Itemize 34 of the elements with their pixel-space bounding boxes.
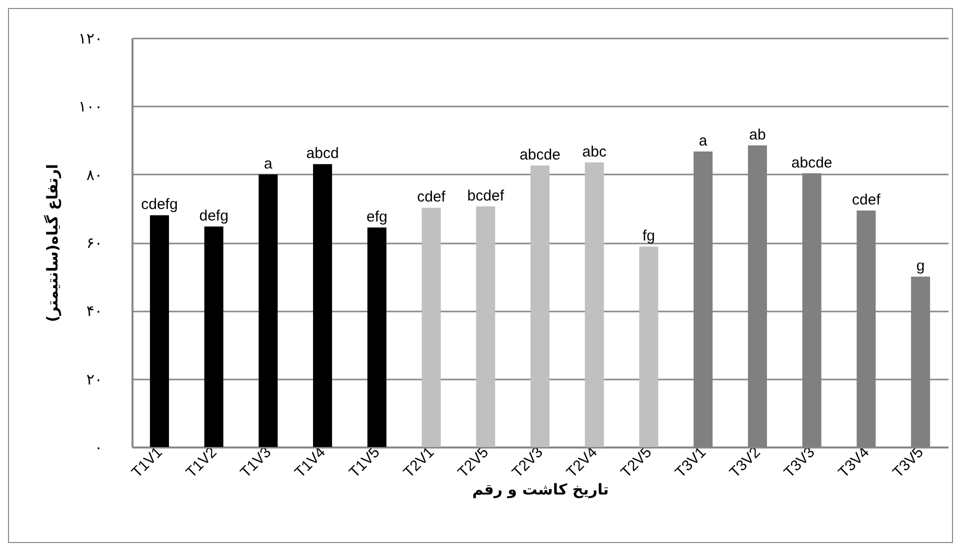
- data-label: a: [264, 155, 274, 172]
- y-tick-label: ۸۰: [86, 166, 102, 184]
- y-tick-label: ۶۰: [86, 234, 102, 252]
- bar: [258, 174, 278, 447]
- y-tick-label: ۱۲۰: [78, 30, 102, 48]
- bar: [639, 246, 658, 447]
- y-axis-title: ارتفاع گیاه(سانتیمتر): [43, 164, 62, 322]
- bar: [313, 164, 332, 447]
- data-label: abcd: [306, 145, 339, 162]
- data-label: cdefg: [141, 196, 178, 214]
- data-label: ab: [749, 126, 766, 144]
- y-tick-label: ۱۰۰: [78, 98, 102, 116]
- data-label: efg: [366, 208, 388, 226]
- bar: [476, 206, 496, 447]
- bar: [150, 215, 169, 447]
- bar: [367, 228, 386, 447]
- data-label: defg: [199, 207, 228, 224]
- bar: [204, 226, 224, 447]
- data-label: fg: [642, 228, 655, 245]
- bar: [584, 162, 604, 447]
- bar: [422, 208, 441, 447]
- data-label: abcde: [791, 154, 832, 172]
- data-label: g: [916, 258, 925, 275]
- data-label: abcde: [520, 146, 560, 164]
- y-tick-label: ۰: [94, 438, 102, 456]
- data-label: abc: [582, 143, 607, 160]
- data-label: cdef: [852, 191, 882, 208]
- data-label: bcdef: [467, 187, 505, 204]
- bar: [530, 165, 550, 447]
- data-label: a: [698, 132, 708, 150]
- y-tick-label: ۲۰: [86, 370, 102, 388]
- x-axis-title: تاریخ کاشت و رقم: [472, 480, 609, 499]
- y-tick-label: ۴۰: [86, 302, 102, 320]
- data-label: cdef: [417, 188, 446, 206]
